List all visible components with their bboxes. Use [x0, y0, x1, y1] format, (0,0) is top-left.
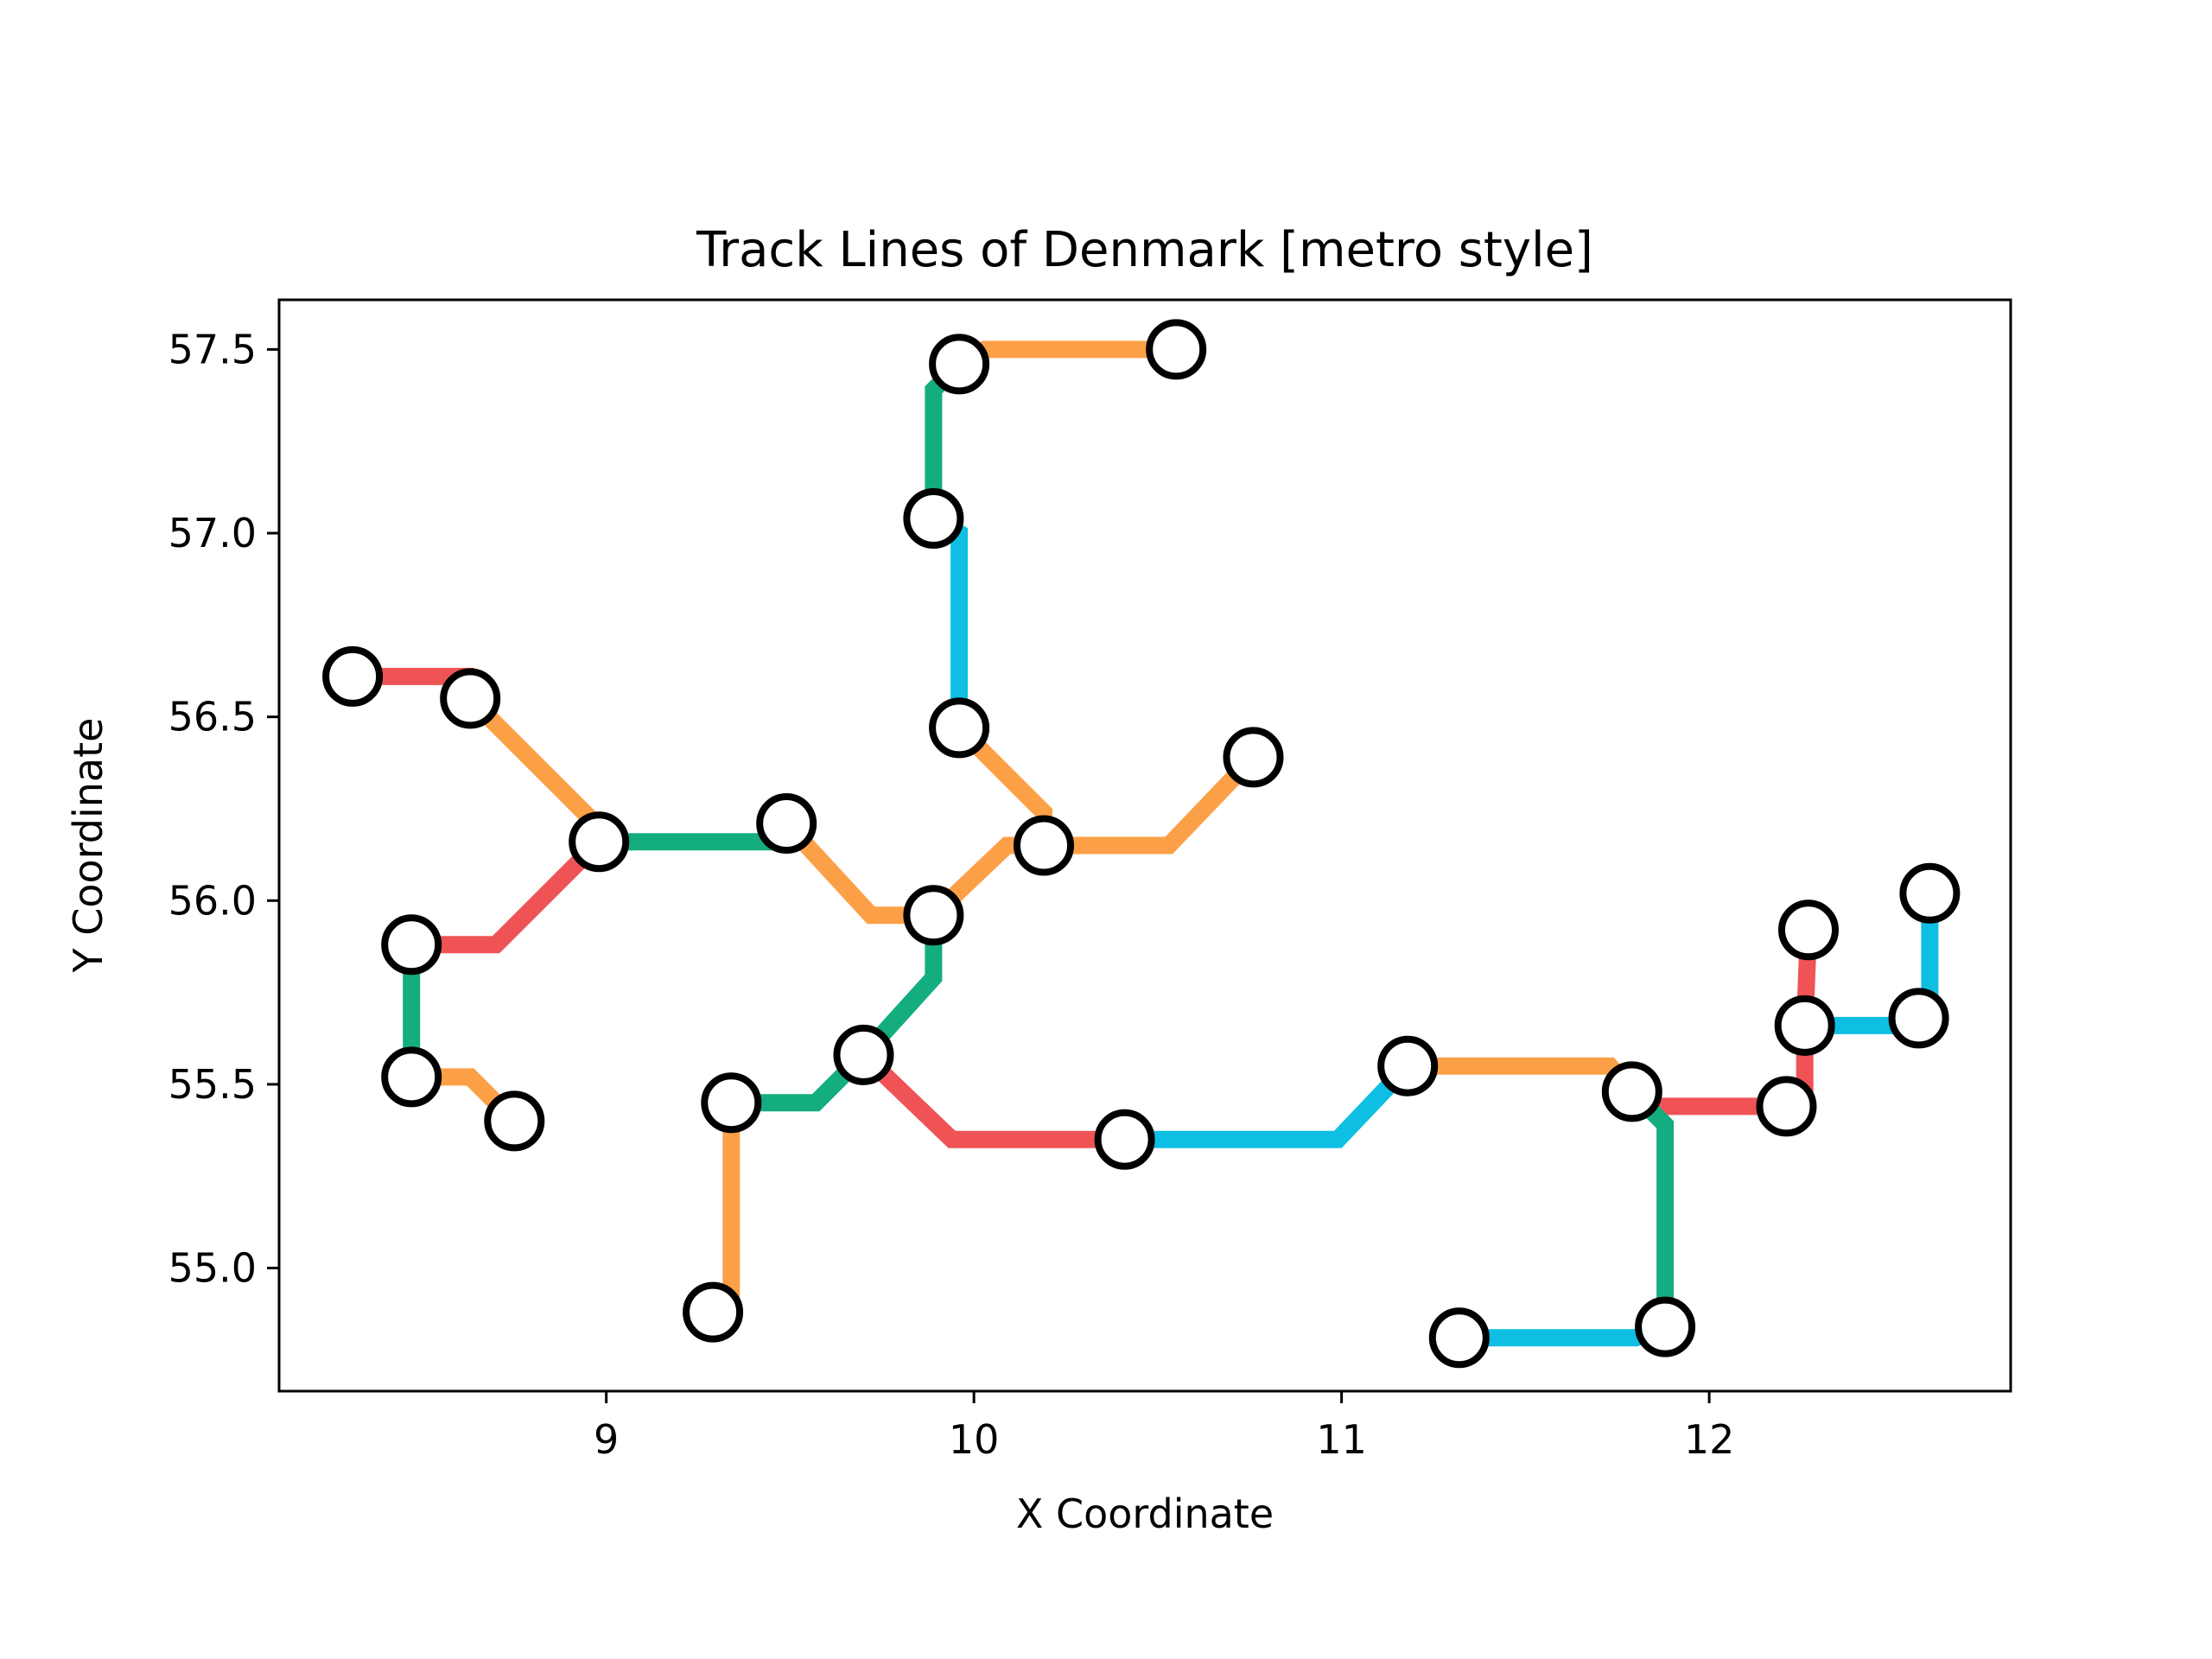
station-marker	[484, 1090, 545, 1152]
station-marker	[1635, 1296, 1696, 1357]
track-segment-blue	[1124, 1059, 1414, 1148]
x-axis: 9 10 11 12	[594, 1391, 1734, 1463]
track-segment-orange	[955, 340, 1177, 372]
x-tick-label: 12	[1684, 1416, 1735, 1463]
y-tick-label: 56.0	[168, 877, 257, 924]
station-marker	[701, 1072, 762, 1134]
plot-frame	[277, 298, 2012, 1393]
station-marker	[929, 334, 990, 395]
station-marker	[1428, 1307, 1490, 1369]
station-marker	[381, 1046, 442, 1108]
stations	[322, 319, 1961, 1369]
station-marker	[1601, 1061, 1662, 1122]
station-marker	[1888, 988, 1949, 1049]
station-marker	[833, 1024, 894, 1085]
track-segment-blue	[929, 511, 969, 728]
y-tick-label: 57.0	[168, 510, 257, 556]
track-segment-red	[857, 1048, 1125, 1148]
station-marker	[1146, 319, 1207, 380]
track-segment-red	[411, 836, 606, 954]
track-segment-green	[1625, 1085, 1675, 1327]
station-marker	[903, 488, 964, 549]
x-tick-label: 9	[594, 1416, 619, 1463]
chart-title: Track Lines of Denmark [metro style]	[696, 222, 1593, 278]
station-marker	[381, 914, 442, 976]
track-segment-blue	[1459, 1319, 1669, 1347]
station-marker	[1377, 1035, 1439, 1096]
station-marker	[322, 645, 384, 707]
station-marker	[1014, 815, 1074, 876]
station-marker	[569, 811, 630, 873]
x-axis-label: X Coordinate	[1016, 1491, 1274, 1537]
track-segment-orange	[709, 1103, 741, 1320]
station-marker	[683, 1281, 744, 1343]
station-marker	[1223, 727, 1284, 788]
station-marker	[929, 697, 990, 759]
y-tick-label: 57.5	[168, 326, 257, 372]
station-marker	[1778, 899, 1839, 961]
track-segment-orange	[1408, 1057, 1639, 1097]
station-marker	[1899, 862, 1961, 924]
station-marker	[1094, 1109, 1155, 1170]
station-marker	[1774, 995, 1835, 1056]
y-tick-label: 56.5	[168, 694, 257, 741]
x-tick-label: 11	[1316, 1416, 1367, 1463]
station-marker	[756, 793, 817, 854]
x-tick-label: 10	[949, 1416, 1000, 1463]
y-axis: 55.0 55.5 56.0 56.5 57.0 57.5	[168, 326, 279, 1292]
station-marker	[1756, 1076, 1817, 1137]
station-marker	[903, 885, 964, 946]
track-segment-orange	[1044, 751, 1260, 855]
y-tick-label: 55.0	[168, 1245, 257, 1292]
y-axis-label: Y Coordinate	[65, 718, 111, 974]
station-marker	[440, 668, 501, 729]
y-tick-label: 55.5	[168, 1061, 257, 1108]
